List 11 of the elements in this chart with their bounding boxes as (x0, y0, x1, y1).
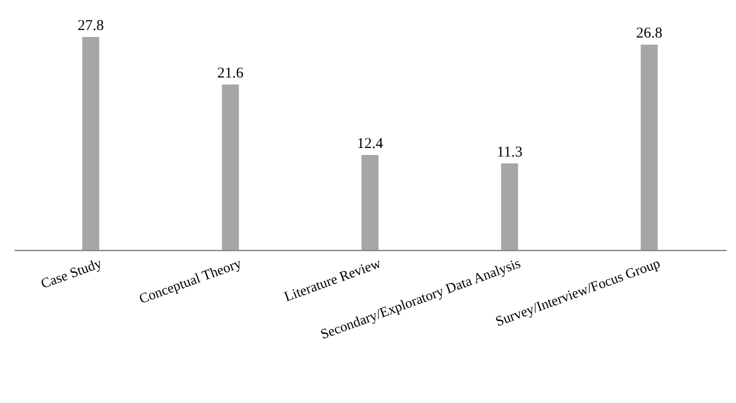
data-label: 21.6 (217, 66, 244, 82)
data-label: 26.8 (636, 26, 662, 42)
data-label: 11.3 (496, 144, 522, 160)
data-label: 12.4 (356, 136, 384, 152)
bar (640, 44, 658, 250)
x-tick-label: Case Study (39, 256, 104, 292)
bar (501, 163, 518, 250)
bar (82, 37, 100, 250)
data-label: 27.8 (78, 18, 104, 34)
bar (362, 154, 378, 250)
bar (222, 84, 239, 250)
